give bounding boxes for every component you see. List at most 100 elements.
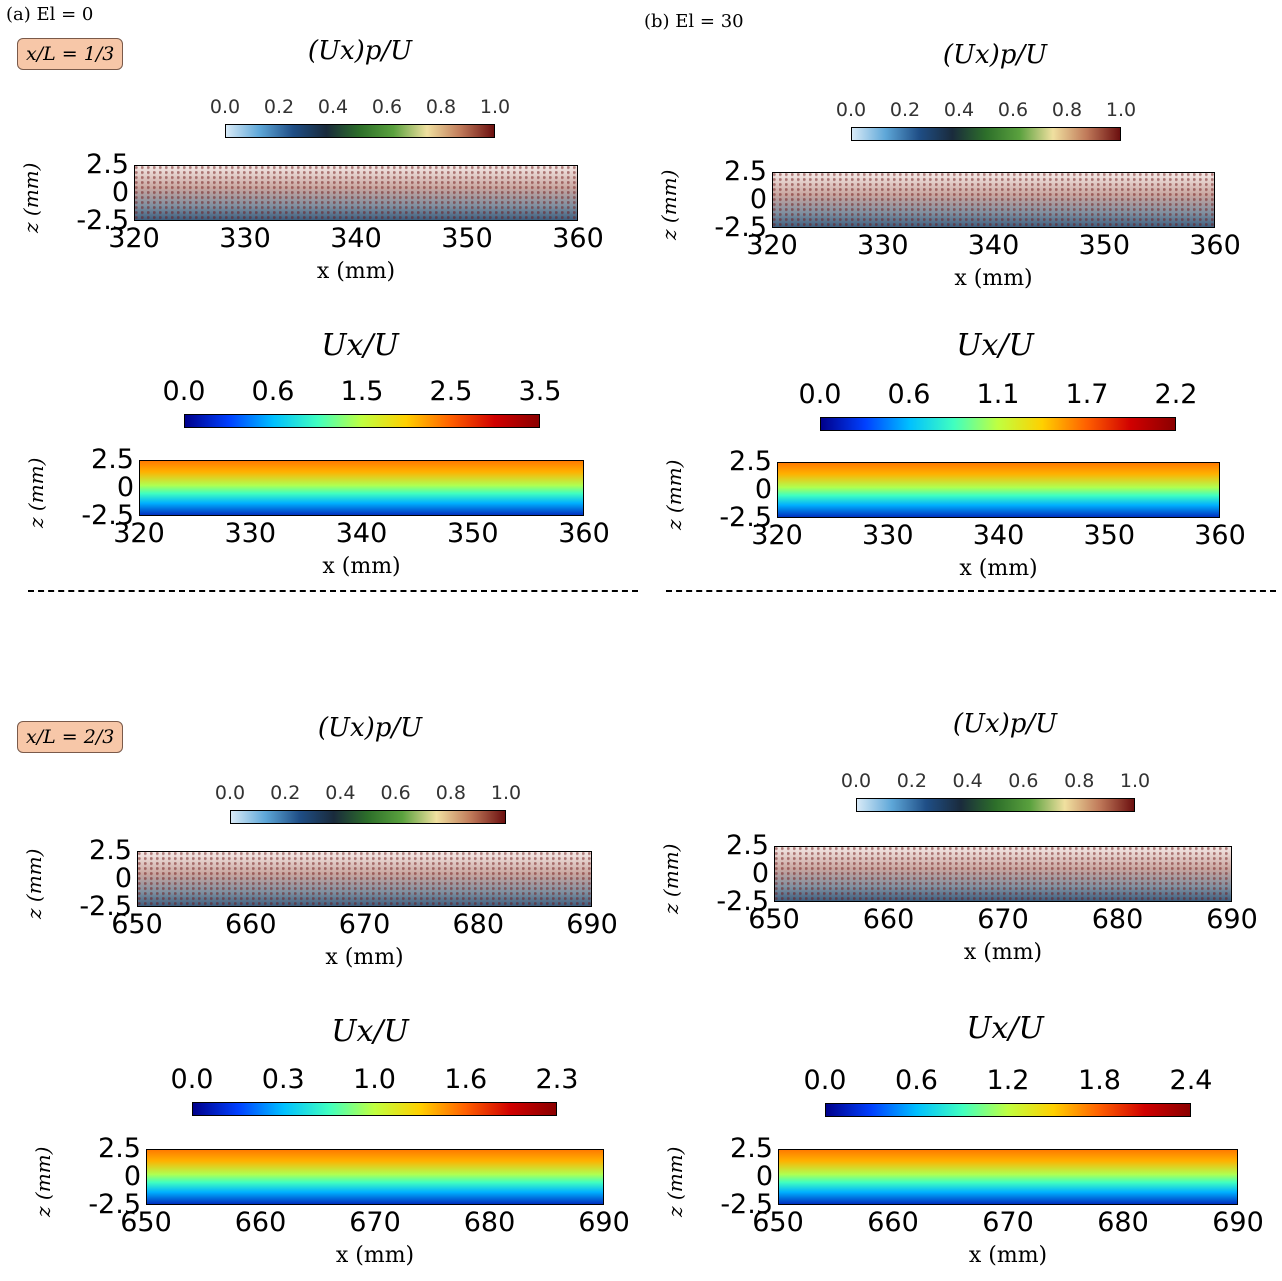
a2p-xtick-4: 690 <box>566 909 618 940</box>
a1p-ytick-2: -2.5 <box>76 205 129 236</box>
a1f-ytick-0: 2.5 <box>91 444 134 475</box>
b1p-ytick-0: 2.5 <box>724 156 767 187</box>
b1p-cb-tick-5: 1.0 <box>1105 99 1137 121</box>
a1p-cb-tick-0: 0.0 <box>209 96 241 118</box>
b2p-xtick-2: 670 <box>977 904 1029 935</box>
a1f-cb-tick-4: 3.5 <box>518 376 562 407</box>
b1f-colorbar <box>820 417 1176 431</box>
b1f-xtick-3: 350 <box>1083 520 1136 551</box>
a2f-xtick-3: 680 <box>463 1207 516 1238</box>
a2f-cb-tick-4: 2.3 <box>535 1064 579 1095</box>
a1p-cb-tick-4: 0.8 <box>425 96 457 118</box>
separator-left <box>28 590 638 592</box>
b2p-cb-tick-1: 0.2 <box>896 770 927 792</box>
a1p-xtick-0: 320 <box>108 223 160 254</box>
b1p-cb-tick-4: 0.8 <box>1051 99 1083 121</box>
a1f-ytick-1: 0 <box>116 472 134 503</box>
a1p-title: (Ux)p/U <box>307 36 413 66</box>
a2p-title: (Ux)p/U <box>317 713 423 743</box>
badge-row2: x/L = 2/3 <box>17 721 124 753</box>
a1f-cb-tick-0: 0.0 <box>162 376 206 407</box>
b2f-plot-area <box>778 1149 1238 1205</box>
a1p-cb-tick-2: 0.4 <box>317 96 349 118</box>
b1p-ytick-1: 0 <box>749 184 767 215</box>
b2f-cb-tick-3: 1.8 <box>1078 1065 1121 1096</box>
b1f-cb-tick-3: 1.7 <box>1065 379 1109 410</box>
b2f-colorbar <box>825 1103 1191 1117</box>
b2p-cb-tick-5: 1.0 <box>1119 770 1151 792</box>
b1p-xtick-2: 340 <box>967 230 1020 261</box>
a2p-xtick-2: 670 <box>338 909 391 940</box>
a2f-ylabel: z (mm) <box>31 1146 55 1217</box>
a1p-ytick-0: 2.5 <box>86 149 129 180</box>
b1f-xtick-2: 340 <box>972 520 1025 551</box>
panel-label-b: (b) El = 30 <box>644 11 744 32</box>
b1f-ytick-1: 0 <box>754 474 772 505</box>
b2f-ytick-0: 2.5 <box>730 1133 773 1164</box>
a1f-cb-tick-1: 0.6 <box>251 376 295 407</box>
b2f-cb-tick-0: 0.0 <box>803 1065 847 1096</box>
b1p-xtick-4: 360 <box>1189 230 1241 261</box>
b1p-xtick-1: 330 <box>856 230 909 261</box>
a1p-plot-area <box>134 165 578 221</box>
a1f-cb-tick-2: 1.5 <box>340 376 384 407</box>
b1p-plot-area <box>772 172 1215 228</box>
b2p-cb-tick-2: 0.4 <box>952 770 983 792</box>
a1p-xlabel: x (mm) <box>316 259 396 284</box>
b2p-ylabel: z (mm) <box>659 843 683 914</box>
b1f-xlabel: x (mm) <box>959 556 1038 581</box>
b1p-cb-tick-1: 0.2 <box>889 99 921 121</box>
b2p-cb-tick-0: 0.0 <box>840 770 872 792</box>
a2f-cb-tick-3: 1.6 <box>444 1064 488 1095</box>
b2p-cb-tick-4: 0.8 <box>1064 770 1095 792</box>
b1f-ytick-0: 2.5 <box>729 446 772 477</box>
b2p-cb-tick-3: 0.6 <box>1008 770 1039 792</box>
a1f-title: Ux/U <box>321 328 399 363</box>
b2f-ytick-2: -2.5 <box>720 1189 773 1220</box>
b2f-xlabel: x (mm) <box>968 1243 1048 1268</box>
b1p-cb-tick-2: 0.4 <box>943 99 975 121</box>
a2f-xtick-1: 660 <box>234 1207 287 1238</box>
b1f-cb-tick-2: 1.1 <box>976 379 1020 410</box>
a1f-ylabel: z (mm) <box>24 457 48 528</box>
a2p-ytick-2: -2.5 <box>79 891 132 922</box>
b2p-ytick-1: 0 <box>751 858 769 889</box>
a2f-xtick-4: 690 <box>578 1207 630 1238</box>
b2p-xtick-0: 650 <box>748 904 800 935</box>
b2f-xtick-4: 690 <box>1212 1207 1264 1238</box>
b1p-xlabel: x (mm) <box>954 266 1033 291</box>
b2f-xtick-3: 680 <box>1097 1207 1149 1238</box>
a1f-cb-tick-3: 2.5 <box>429 376 473 407</box>
a2f-cb-tick-1: 0.3 <box>261 1064 305 1095</box>
b2p-xtick-4: 690 <box>1206 904 1258 935</box>
a1p-xtick-3: 350 <box>441 223 493 254</box>
a2f-xtick-2: 670 <box>349 1207 401 1238</box>
a1f-xlabel: x (mm) <box>322 554 401 579</box>
a2f-plot-area <box>146 1149 604 1205</box>
a2p-cb-tick-3: 0.6 <box>380 782 411 804</box>
a1p-xtick-2: 340 <box>330 223 382 254</box>
a2p-cb-tick-4: 0.8 <box>435 782 466 804</box>
a2p-plot-area <box>137 851 592 907</box>
a2f-colorbar <box>192 1102 557 1116</box>
b2f-ylabel: z (mm) <box>663 1146 687 1217</box>
b1f-xtick-0: 320 <box>751 520 803 551</box>
a1p-ytick-1: 0 <box>111 177 129 208</box>
a2f-ytick-0: 2.5 <box>98 1133 141 1164</box>
a1f-xtick-2: 340 <box>335 518 388 549</box>
a1p-cb-tick-3: 0.6 <box>371 96 403 118</box>
b2p-ytick-0: 2.5 <box>726 830 769 861</box>
b1f-xtick-1: 330 <box>861 520 914 551</box>
b2p-xtick-1: 660 <box>862 904 915 935</box>
a1p-xtick-4: 360 <box>552 223 604 254</box>
a1f-plot-area <box>139 460 584 516</box>
a2f-ytick-2: -2.5 <box>88 1189 141 1220</box>
b2p-title: (Ux)p/U <box>952 709 1058 739</box>
a2p-ytick-1: 0 <box>114 863 132 894</box>
separator-right <box>666 590 1276 592</box>
b2p-xlabel: x (mm) <box>963 940 1043 965</box>
b1p-xtick-3: 350 <box>1078 230 1131 261</box>
a2p-colorbar <box>230 810 506 824</box>
b2f-cb-tick-4: 2.4 <box>1169 1065 1213 1096</box>
b1f-cb-tick-0: 0.0 <box>798 379 842 410</box>
